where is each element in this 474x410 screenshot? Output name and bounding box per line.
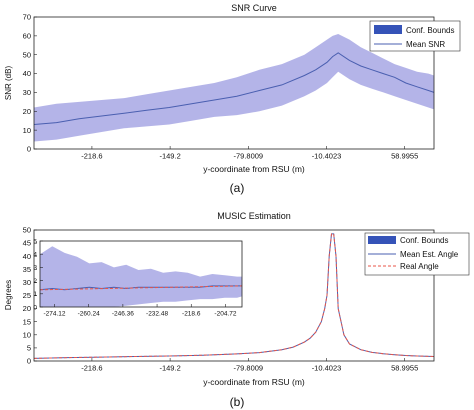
music-x-tick-label: 58.9955 [391, 364, 418, 373]
legend-swatch-conf-bounds-b [368, 236, 396, 244]
music-mean-est-angle-line [33, 233, 435, 359]
snr-chart-title: SNR Curve [231, 3, 277, 13]
inset-y-tick-label: 2 [33, 278, 37, 285]
legend-label-conf-bounds-b: Conf. Bounds [400, 236, 448, 245]
inset-x-tick-label: -274.12 [43, 311, 65, 318]
music-x-tick-label: -149.2 [159, 364, 180, 373]
snr-chart: SNR Curve -218.6 -149.2 -79.8009 -10.4023 58… [4, 3, 461, 195]
inset-x-tick-label: -246.36 [112, 311, 134, 318]
inset-x-tick-label: -232.48 [146, 311, 168, 318]
music-y-tick-label: 35 [23, 265, 31, 274]
music-y-axis-label: Degrees [4, 280, 13, 310]
music-y-tick-label: 30 [23, 278, 31, 287]
music-y-tick-label: 5 [27, 344, 31, 353]
snr-legend: Conf. Bounds Mean SNR [369, 20, 461, 52]
music-x-tick-label: -10.4023 [312, 364, 342, 373]
snr-y-tick-label: 40 [23, 69, 31, 78]
snr-y-tick-label: 10 [23, 126, 31, 135]
snr-caption: (a) [230, 181, 245, 195]
snr-x-tick-label: -149.2 [159, 152, 180, 161]
music-y-tick-label: 10 [23, 330, 31, 339]
inset-y-tick-label: 3 [33, 265, 37, 272]
music-chart-title: MUSIC Estimation [217, 211, 291, 221]
music-chart: MUSIC Estimation -218.6 -149.2 -79.8009 -10… [4, 211, 470, 409]
inset-frame [39, 240, 243, 308]
snr-x-tick-label: -10.4023 [312, 152, 342, 161]
inset-y-tick-label: 5 [33, 238, 37, 245]
snr-y-tick-label: 50 [23, 50, 31, 59]
snr-y-tick-label: 20 [23, 107, 31, 116]
snr-x-tick-label: -218.6 [81, 152, 102, 161]
inset-y-tick-label: 0 [33, 304, 37, 311]
legend-label-mean-est-angle: Mean Est. Angle [400, 250, 459, 259]
snr-y-tick-label: 30 [23, 88, 31, 97]
snr-x-tick-label: 58.9955 [391, 152, 418, 161]
snr-y-axis-label: SNR (dB) [4, 66, 13, 101]
legend-swatch-conf-bounds [374, 25, 402, 34]
inset-mean-est-angle-line [39, 285, 242, 291]
snr-confidence-band [34, 34, 434, 142]
music-inset-chart: -274.12 -260.24 -246.36 -232.48 -218.6 -204.7… [33, 238, 243, 318]
inset-y-tick-label: 1 [33, 291, 37, 298]
music-y-tick-label: 45 [23, 239, 31, 248]
music-y-tick-label: 40 [23, 252, 31, 261]
music-legend: Conf. Bounds Mean Est. Angle Real Angle [364, 232, 470, 276]
music-y-tick-label: 25 [23, 291, 31, 300]
music-y-tick-label: 15 [23, 317, 31, 326]
legend-label-conf-bounds: Conf. Bounds [406, 26, 454, 35]
legend-label-mean-snr: Mean SNR [406, 40, 445, 49]
inset-y-tick-label: 4 [33, 251, 37, 258]
snr-plot-frame [33, 16, 435, 150]
music-caption: (b) [230, 395, 245, 409]
inset-x-tick-label: -218.6 [182, 311, 201, 318]
snr-x-axis-label: y-coordinate from RSU (m) [203, 164, 305, 174]
music-y-tick-label: 0 [27, 357, 31, 366]
snr-y-tick-label: 60 [23, 31, 31, 40]
snr-y-tick-label: 70 [23, 13, 31, 22]
inset-real-angle-line [39, 285, 243, 291]
inset-x-tick-label: -204.72 [214, 311, 236, 318]
snr-x-tick-label: -79.8009 [234, 152, 264, 161]
inset-x-tick-label: -260.24 [78, 311, 100, 318]
legend-label-real-angle: Real Angle [400, 262, 439, 271]
music-x-tick-label: -79.8009 [234, 364, 264, 373]
snr-y-tick-label: 0 [27, 145, 31, 154]
music-x-tick-label: -218.6 [81, 364, 102, 373]
music-y-tick-label: 20 [23, 304, 31, 313]
inset-confidence-band [40, 246, 242, 307]
snr-mean-line [33, 52, 435, 125]
music-x-axis-label: y-coordinate from RSU (m) [203, 377, 305, 387]
music-y-tick-label: 50 [23, 226, 31, 235]
